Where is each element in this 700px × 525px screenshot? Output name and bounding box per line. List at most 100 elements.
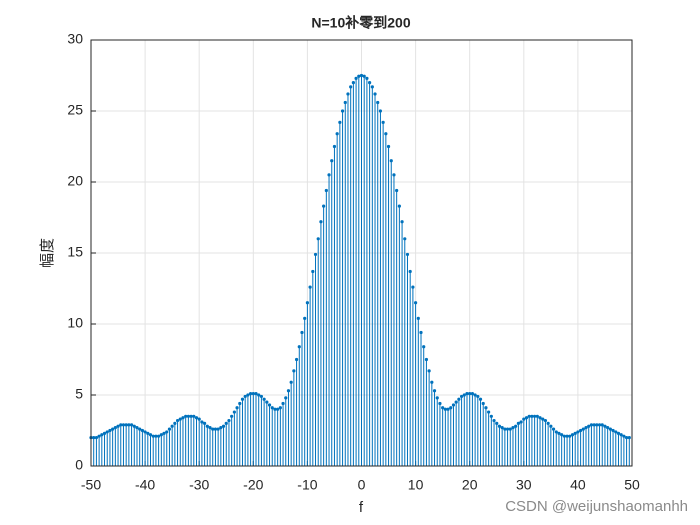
- stem-marker: [248, 391, 253, 396]
- stem-marker: [470, 391, 475, 396]
- stem-marker: [240, 397, 245, 401]
- stem-marker: [422, 345, 426, 349]
- x-tick-label: 10: [408, 477, 424, 493]
- stem-marker: [267, 403, 272, 407]
- stem-marker: [614, 430, 618, 434]
- stem-marker: [167, 427, 172, 431]
- stem-marker: [259, 394, 264, 399]
- x-tick-label: -40: [135, 477, 155, 493]
- stem-marker: [587, 424, 591, 428]
- stem-marker: [338, 120, 342, 124]
- stem-marker: [119, 423, 123, 427]
- stem-marker: [484, 406, 488, 410]
- stem-marker: [138, 427, 142, 431]
- stem-marker: [330, 159, 334, 163]
- stem-marker: [554, 430, 558, 434]
- stem-marker: [129, 423, 134, 427]
- stem-marker: [432, 389, 437, 393]
- stem-marker: [560, 433, 564, 437]
- stem-marker: [205, 424, 209, 428]
- stem-marker: [424, 357, 429, 362]
- stem-marker: [278, 406, 282, 410]
- stem-marker: [533, 414, 537, 418]
- stem-marker: [94, 436, 99, 440]
- stem-marker: [465, 391, 469, 396]
- stem-marker: [589, 423, 594, 427]
- y-tick-label: 10: [67, 315, 83, 331]
- stem-marker: [211, 427, 215, 431]
- stem-marker: [324, 188, 328, 193]
- stem-marker: [595, 423, 599, 427]
- stem-marker: [303, 316, 307, 320]
- watermark: CSDN @weijunshaomanhh: [505, 498, 688, 515]
- stem-marker: [505, 427, 510, 431]
- stem-marker: [186, 414, 190, 418]
- stem-marker: [335, 132, 339, 136]
- stem-marker: [203, 421, 207, 425]
- stem-marker: [311, 269, 315, 274]
- stem-marker: [365, 76, 369, 80]
- stem-marker: [340, 109, 345, 113]
- stem-marker: [473, 393, 477, 397]
- stem-marker: [349, 85, 353, 89]
- stem-marker: [397, 204, 401, 208]
- stem-marker: [514, 424, 518, 428]
- stem-marker: [489, 414, 493, 418]
- stem-marker: [143, 430, 147, 434]
- stem-marker: [235, 406, 239, 410]
- stem-marker: [165, 430, 169, 434]
- stem-marker: [427, 369, 431, 373]
- x-tick-label: 20: [462, 477, 478, 493]
- stem-marker: [368, 81, 372, 85]
- stem-marker: [208, 426, 212, 430]
- stem-marker: [446, 407, 450, 411]
- stem-marker: [170, 424, 174, 428]
- stem-marker: [238, 401, 242, 406]
- stem-marker: [157, 434, 161, 438]
- stem-marker: [503, 427, 507, 431]
- stem-marker: [116, 424, 120, 428]
- stem-marker: [551, 427, 556, 431]
- stem-marker: [232, 410, 236, 414]
- y-tick-label: 30: [67, 31, 83, 47]
- stem-marker: [419, 330, 423, 335]
- stem-marker: [603, 424, 607, 428]
- stem-marker: [359, 73, 364, 78]
- stem-marker: [265, 400, 269, 404]
- stem-marker: [173, 421, 177, 425]
- stem-marker: [430, 380, 434, 384]
- stem-marker: [362, 74, 366, 78]
- stem-marker: [102, 431, 107, 435]
- stem-marker: [619, 433, 623, 437]
- stem-marker: [100, 433, 104, 437]
- stem-marker: [289, 380, 293, 384]
- stem-marker: [381, 120, 385, 124]
- stem-marker: [462, 393, 466, 397]
- stem-marker: [608, 427, 612, 431]
- stem-marker: [151, 434, 155, 438]
- stem-marker: [568, 434, 572, 438]
- stem-marker: [435, 396, 439, 400]
- stem-marker: [254, 391, 258, 396]
- stem-marker: [216, 427, 220, 431]
- stem-marker: [230, 414, 234, 418]
- stem-marker: [251, 391, 255, 396]
- stem-marker: [530, 414, 534, 418]
- stem-marker: [189, 414, 193, 418]
- stem-marker: [411, 285, 415, 289]
- stem-marker: [319, 220, 323, 224]
- stem-marker: [140, 428, 144, 433]
- stem-marker: [516, 421, 520, 425]
- stem-marker: [192, 414, 196, 418]
- axes-box: [90, 39, 633, 467]
- stem-marker: [343, 100, 347, 105]
- stem-marker: [408, 269, 412, 274]
- stem-marker: [257, 393, 261, 397]
- stem-marker: [200, 420, 204, 424]
- stem-marker: [541, 417, 545, 421]
- stem-marker: [308, 285, 312, 289]
- stem-marker: [246, 393, 250, 397]
- stem-marker: [457, 397, 461, 401]
- stem-marker: [508, 427, 512, 431]
